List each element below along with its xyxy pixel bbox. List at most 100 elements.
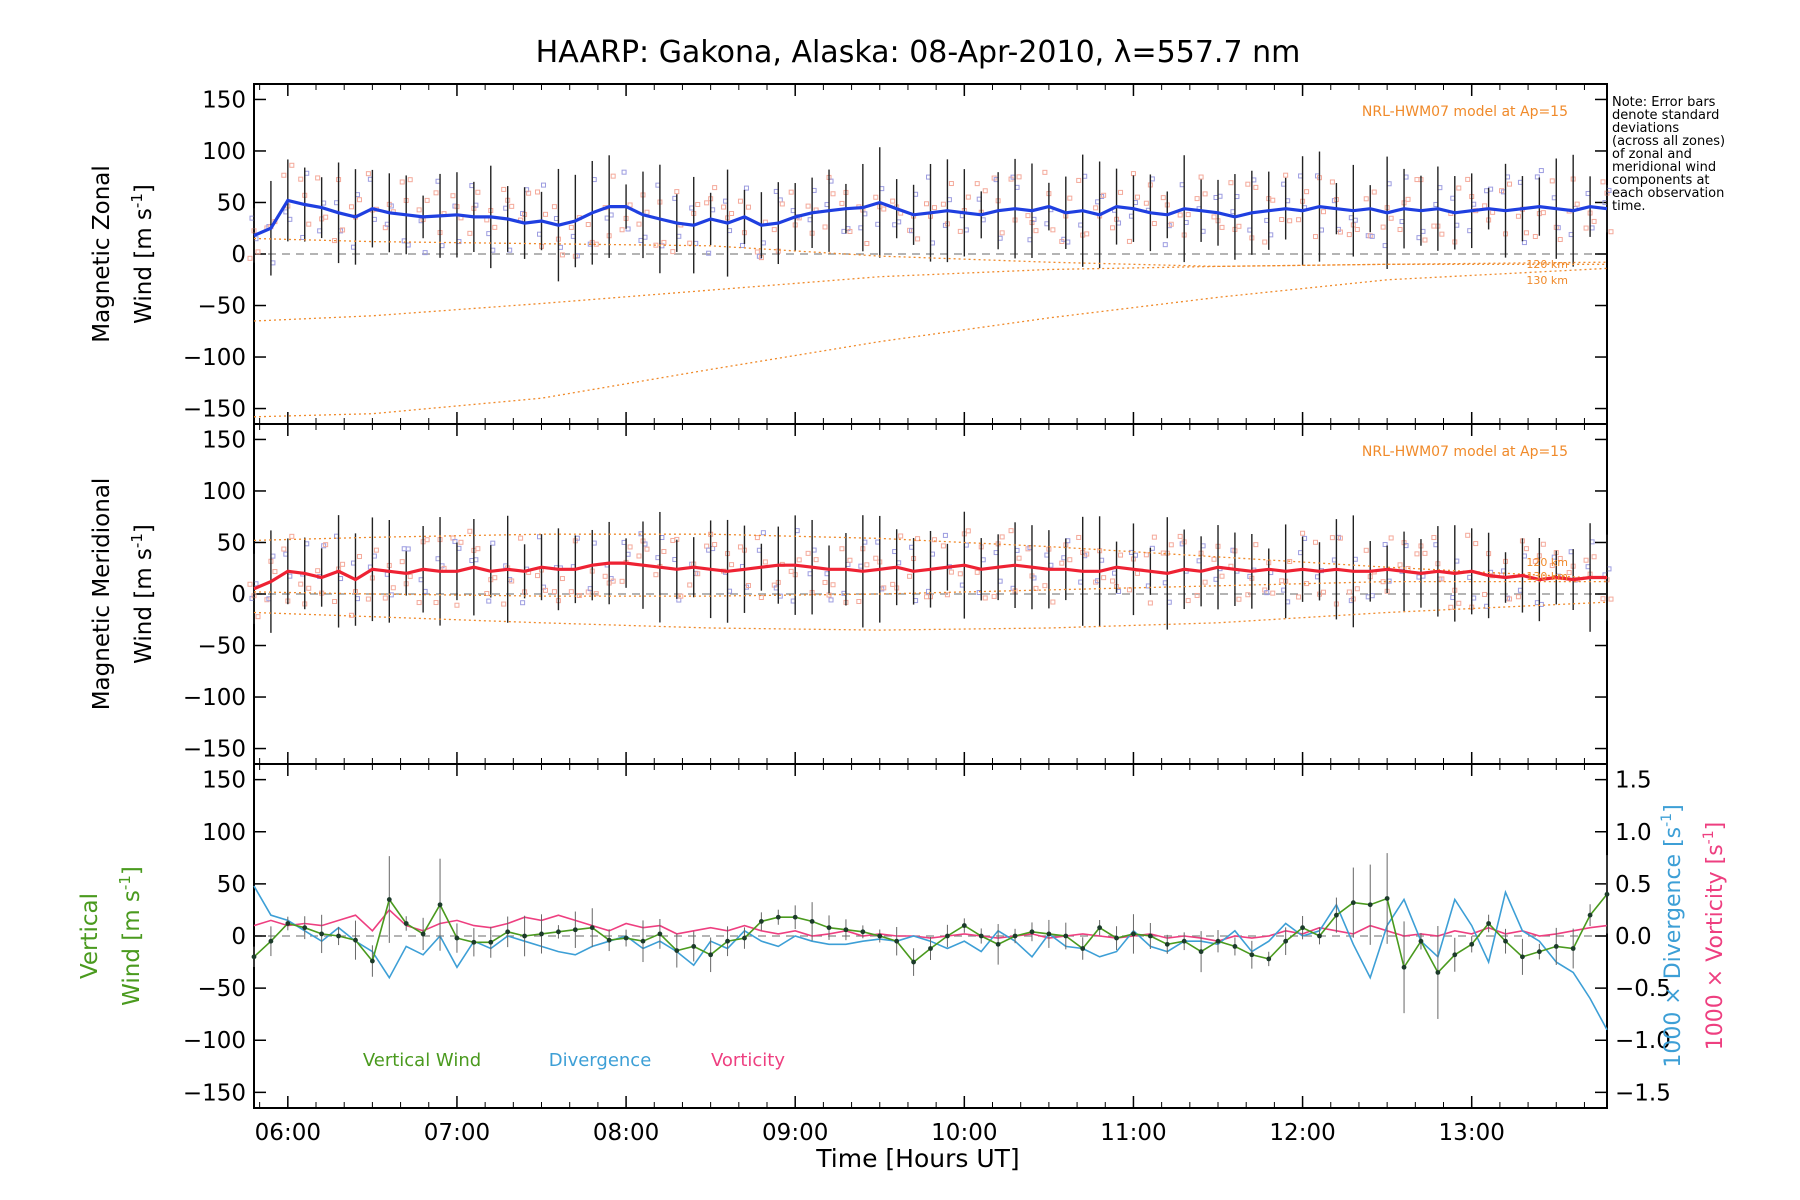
zone-marker xyxy=(1422,237,1428,243)
vertical-wind-point xyxy=(1046,931,1052,937)
zone-marker xyxy=(745,204,751,210)
y-right-tick-label: 0.5 xyxy=(1615,872,1652,898)
zone-marker xyxy=(332,238,338,244)
y-axis-label: Magnetic Zonal Wind [m s-1] xyxy=(89,165,157,343)
vertical-wind-point xyxy=(488,939,494,945)
y-tick-label: −150 xyxy=(183,397,246,423)
vertical-wind-point xyxy=(386,897,392,902)
model-curve xyxy=(253,237,1608,268)
zone-marker xyxy=(416,207,422,213)
legend-item: Divergence xyxy=(549,1050,652,1071)
zone-marker xyxy=(1320,209,1326,215)
y-right-tick-label: −0.5 xyxy=(1615,976,1671,1002)
zone-marker xyxy=(704,200,710,206)
zone-marker xyxy=(948,569,954,575)
zone-marker xyxy=(1228,180,1234,186)
zone-marker xyxy=(1608,596,1614,602)
model-curve xyxy=(253,267,1608,418)
zone-marker xyxy=(543,587,549,593)
y-tick-label: 50 xyxy=(217,872,246,898)
model-label: NRL-HWM07 model at Ap=15 xyxy=(1362,104,1568,120)
zone-marker xyxy=(484,591,490,597)
vertical-wind-point xyxy=(1131,931,1136,937)
vertical-wind-point xyxy=(606,937,612,943)
zone-marker xyxy=(382,595,388,601)
zone-marker xyxy=(695,201,701,207)
zone-marker xyxy=(1236,223,1242,229)
vertical-wind-point xyxy=(1215,938,1221,944)
y-right-tick-label: 1.0 xyxy=(1615,820,1652,846)
y-axis-label-line: Vertical xyxy=(77,893,103,979)
zone-marker xyxy=(839,200,845,206)
zone-marker xyxy=(602,573,608,579)
note-line: time. xyxy=(1612,199,1646,214)
zone-marker xyxy=(1523,546,1529,552)
zone-marker xyxy=(1134,570,1140,576)
vertical-wind-point xyxy=(403,921,409,926)
zone-marker xyxy=(712,542,718,548)
zone-marker xyxy=(1016,555,1022,561)
x-tick-label: 13:00 xyxy=(1439,1120,1505,1146)
zone-marker xyxy=(365,171,371,177)
zone-marker xyxy=(1538,168,1544,174)
zone-marker xyxy=(737,198,743,204)
zone-marker xyxy=(625,226,631,232)
y-tick-label: 50 xyxy=(217,190,246,216)
y-tick-label: −100 xyxy=(183,1028,246,1054)
zone-marker xyxy=(1219,573,1225,579)
vertical-wind-point xyxy=(471,939,477,945)
panel-meridional: −150 −100 −50 0 50 100 150 NRL-HWM07 model at A… xyxy=(183,423,1614,765)
zone-marker xyxy=(1380,224,1386,230)
zone-marker xyxy=(1482,203,1488,209)
zone-marker xyxy=(1101,575,1107,581)
zone-marker xyxy=(678,593,684,599)
zone-marker xyxy=(458,539,464,545)
zone-marker xyxy=(1211,214,1217,220)
x-tick-label: 07:00 xyxy=(424,1120,490,1146)
zone-marker xyxy=(348,204,354,210)
zone-marker xyxy=(509,203,515,209)
vertical-wind-point xyxy=(1435,970,1441,975)
zone-marker xyxy=(1515,594,1521,600)
zone-marker xyxy=(1465,176,1471,182)
zone-marker xyxy=(559,252,565,258)
zone-marker xyxy=(695,571,701,577)
zone-marker xyxy=(999,534,1005,540)
zone-marker xyxy=(1126,238,1132,244)
y-tick-label: 100 xyxy=(202,139,246,165)
zone-marker xyxy=(1279,217,1285,223)
vertical-wind-point xyxy=(1063,933,1069,939)
zone-marker xyxy=(932,205,937,211)
y-tick-label: −150 xyxy=(183,737,246,763)
zone-marker xyxy=(890,198,896,204)
zone-marker xyxy=(805,550,811,556)
zone-marker xyxy=(390,585,396,591)
model-curve xyxy=(253,601,1608,631)
vertical-wind-point xyxy=(640,938,646,944)
zone-marker xyxy=(822,224,828,230)
model-curve xyxy=(253,263,1607,322)
zone-marker xyxy=(1202,191,1208,197)
zone-marker xyxy=(924,201,929,207)
zone-marker xyxy=(1591,218,1597,224)
legend-item: Vertical Wind xyxy=(363,1050,481,1071)
zone-marker xyxy=(323,542,329,548)
zone-marker xyxy=(907,573,913,579)
zone-marker xyxy=(1549,563,1555,569)
zone-marker xyxy=(255,249,261,255)
zone-marker xyxy=(687,240,693,246)
zone-marker xyxy=(576,593,582,599)
zone-marker xyxy=(1363,547,1369,553)
zone-marker xyxy=(475,546,481,552)
meridional-wind-line xyxy=(253,561,1607,591)
zone-marker xyxy=(509,578,515,584)
zone-marker xyxy=(490,540,496,546)
zone-marker xyxy=(405,546,411,552)
zone-marker xyxy=(1287,218,1293,224)
zone-marker xyxy=(856,598,862,604)
zone-marker xyxy=(1346,232,1352,238)
zone-marker xyxy=(1211,556,1217,562)
zone-marker xyxy=(729,562,735,568)
zone-marker xyxy=(475,189,481,195)
zone-marker xyxy=(1143,552,1149,558)
